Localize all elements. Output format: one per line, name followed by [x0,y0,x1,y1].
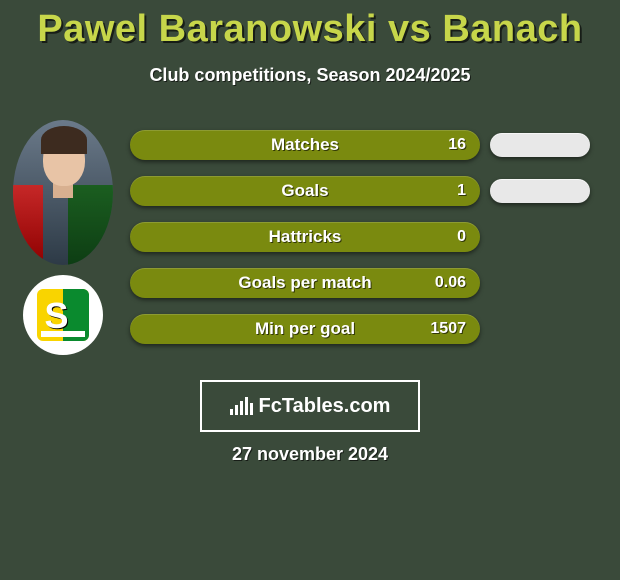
stat-row: Matches 16 [130,122,610,168]
brand-label: FcTables.com [259,395,391,418]
stat-row: Goals per match 0.06 [130,260,610,306]
avatar-column: S [10,120,115,355]
stat-pill-left: Min per goal 1507 [130,314,480,344]
stat-value: 1 [457,182,466,200]
subtitle: Club competitions, Season 2024/2025 [0,65,620,86]
stat-pill-left: Goals 1 [130,176,480,206]
stat-row: Goals 1 [130,168,610,214]
brand-text: FcTables.com [230,395,391,418]
brand-box[interactable]: FcTables.com [200,380,420,432]
stat-value: 0 [457,228,466,246]
stat-row: Hattricks 0 [130,214,610,260]
stat-label: Goals per match [238,273,371,293]
stat-value: 0.06 [435,274,466,292]
stat-label: Matches [271,135,339,155]
infographic-root: Pawel Baranowski vs Banach Club competit… [0,0,620,580]
player-avatar [13,120,113,265]
date-text: 27 november 2024 [0,444,620,465]
bars-icon [230,397,253,415]
page-title: Pawel Baranowski vs Banach [0,0,620,51]
stat-pill-right [490,179,590,203]
stat-pill-left: Goals per match 0.06 [130,268,480,298]
stat-pill-left: Matches 16 [130,130,480,160]
stat-rows: Matches 16 Goals 1 Hattricks 0 Goals per match… [130,122,610,352]
stat-value: 16 [448,136,466,154]
stat-value: 1507 [430,320,466,338]
stat-pill-right [490,133,590,157]
stat-label: Min per goal [255,319,355,339]
stat-pill-left: Hattricks 0 [130,222,480,252]
stat-label: Hattricks [269,227,342,247]
stat-row: Min per goal 1507 [130,306,610,352]
club-logo-letter: S [45,295,69,337]
stat-label: Goals [281,181,328,201]
club-logo: S [23,275,103,355]
